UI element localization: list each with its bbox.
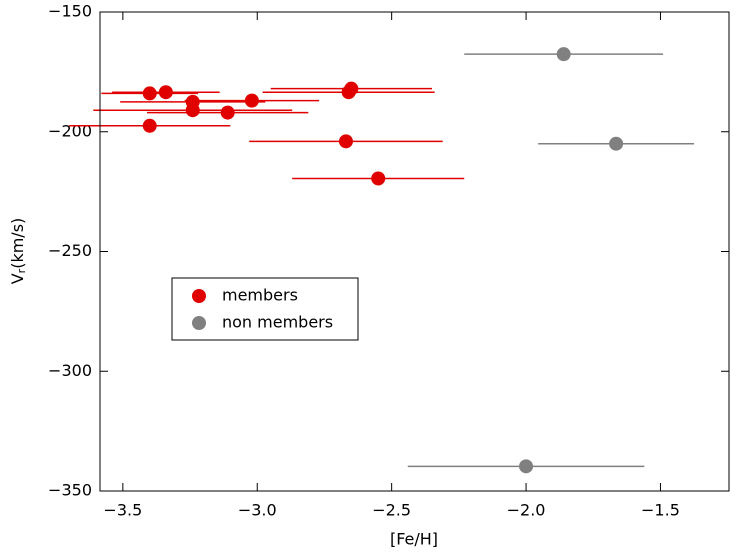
y-tick-label: −300: [48, 361, 92, 380]
x-tick-label: −1.5: [641, 501, 680, 520]
x-tick-label: −3.5: [103, 501, 142, 520]
y-tick-label: −250: [48, 241, 92, 260]
y-label-sub: r: [15, 268, 28, 273]
point: [338, 134, 353, 149]
y-tick-label: −150: [48, 2, 92, 21]
point: [371, 171, 386, 186]
point: [609, 136, 624, 151]
point: [344, 81, 359, 96]
legend-label: members: [222, 286, 298, 305]
point: [185, 103, 200, 118]
x-axis-label: [Fe/H]: [390, 530, 438, 549]
x-tick-label: −3.0: [238, 501, 277, 520]
point: [142, 118, 157, 133]
point: [220, 105, 235, 120]
point: [244, 93, 259, 108]
point: [142, 86, 157, 101]
y-axis-label: Vr(km/s): [8, 218, 29, 285]
legend: members non members: [171, 277, 359, 341]
y-label-unit: (km/s): [8, 218, 27, 269]
x-tick-label: −2.5: [372, 501, 411, 520]
point: [158, 85, 173, 100]
legend-label: non members: [222, 313, 333, 332]
plot-frame: [99, 11, 730, 492]
point: [556, 47, 571, 62]
y-tick-label: −200: [48, 121, 92, 140]
legend-marker: [192, 289, 206, 303]
legend-frame: [171, 277, 359, 341]
y-label-main: V: [8, 273, 27, 284]
legend-marker: [192, 316, 206, 330]
y-tick-label: −350: [48, 481, 92, 500]
point: [519, 459, 534, 474]
x-tick-label: −2.0: [507, 501, 546, 520]
